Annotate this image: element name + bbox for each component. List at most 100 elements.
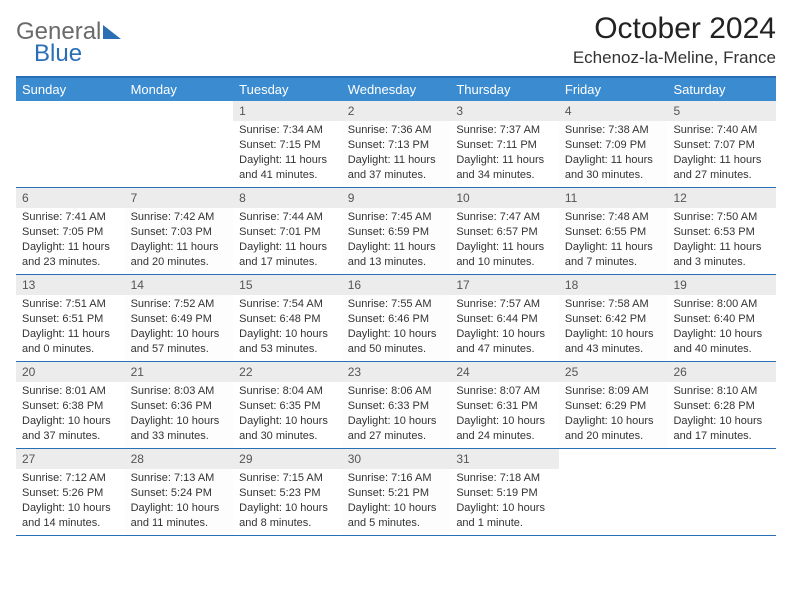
dl2-label: and 0 minutes. [22, 342, 119, 357]
sunrise-label: Sunrise: 7:40 AM [673, 123, 770, 138]
sunset-label: Sunset: 6:35 PM [239, 399, 336, 414]
day-cell: 16Sunrise: 7:55 AMSunset: 6:46 PMDayligh… [342, 275, 451, 361]
sunset-label: Sunset: 6:33 PM [348, 399, 445, 414]
day-body: Sunrise: 7:34 AMSunset: 7:15 PMDaylight:… [233, 121, 342, 182]
dl2-label: and 14 minutes. [22, 516, 119, 531]
sunset-label: Sunset: 6:28 PM [673, 399, 770, 414]
day-cell: 31Sunrise: 7:18 AMSunset: 5:19 PMDayligh… [450, 449, 559, 535]
dl1-label: Daylight: 10 hours [131, 501, 228, 516]
day-body: Sunrise: 8:03 AMSunset: 6:36 PMDaylight:… [125, 382, 234, 443]
dl2-label: and 13 minutes. [348, 255, 445, 270]
sunset-label: Sunset: 7:15 PM [239, 138, 336, 153]
day-cell: 22Sunrise: 8:04 AMSunset: 6:35 PMDayligh… [233, 362, 342, 448]
day-number: 11 [559, 188, 668, 208]
day-cell: 4Sunrise: 7:38 AMSunset: 7:09 PMDaylight… [559, 101, 668, 187]
day-body: Sunrise: 7:40 AMSunset: 7:07 PMDaylight:… [667, 121, 776, 182]
dl1-label: Daylight: 10 hours [565, 414, 662, 429]
dl2-label: and 30 minutes. [565, 168, 662, 183]
day-cell: 12Sunrise: 7:50 AMSunset: 6:53 PMDayligh… [667, 188, 776, 274]
dl1-label: Daylight: 10 hours [22, 414, 119, 429]
day-cell [125, 101, 234, 187]
day-cell [559, 449, 668, 535]
dl2-label: and 40 minutes. [673, 342, 770, 357]
week-row: 1Sunrise: 7:34 AMSunset: 7:15 PMDaylight… [16, 101, 776, 188]
sunset-label: Sunset: 6:55 PM [565, 225, 662, 240]
day-body: Sunrise: 8:04 AMSunset: 6:35 PMDaylight:… [233, 382, 342, 443]
day-number: 31 [450, 449, 559, 469]
day-cell: 5Sunrise: 7:40 AMSunset: 7:07 PMDaylight… [667, 101, 776, 187]
dl2-label: and 17 minutes. [239, 255, 336, 270]
brand-triangle-icon [103, 25, 121, 39]
sunrise-label: Sunrise: 7:41 AM [22, 210, 119, 225]
sunrise-label: Sunrise: 8:04 AM [239, 384, 336, 399]
dl1-label: Daylight: 11 hours [673, 240, 770, 255]
weeks-container: 1Sunrise: 7:34 AMSunset: 7:15 PMDaylight… [16, 101, 776, 536]
day-number: 21 [125, 362, 234, 382]
dl1-label: Daylight: 11 hours [131, 240, 228, 255]
day-cell: 17Sunrise: 7:57 AMSunset: 6:44 PMDayligh… [450, 275, 559, 361]
dl1-label: Daylight: 10 hours [565, 327, 662, 342]
day-body: Sunrise: 7:57 AMSunset: 6:44 PMDaylight:… [450, 295, 559, 356]
dl1-label: Daylight: 10 hours [348, 501, 445, 516]
dl2-label: and 17 minutes. [673, 429, 770, 444]
dl2-label: and 57 minutes. [131, 342, 228, 357]
day-number: 17 [450, 275, 559, 295]
day-body: Sunrise: 8:00 AMSunset: 6:40 PMDaylight:… [667, 295, 776, 356]
sunset-label: Sunset: 6:57 PM [456, 225, 553, 240]
day-body: Sunrise: 8:01 AMSunset: 6:38 PMDaylight:… [16, 382, 125, 443]
day-body: Sunrise: 7:54 AMSunset: 6:48 PMDaylight:… [233, 295, 342, 356]
week-row: 27Sunrise: 7:12 AMSunset: 5:26 PMDayligh… [16, 449, 776, 536]
dow-row: Sunday Monday Tuesday Wednesday Thursday… [16, 78, 776, 101]
sunrise-label: Sunrise: 7:51 AM [22, 297, 119, 312]
dl2-label: and 3 minutes. [673, 255, 770, 270]
day-body: Sunrise: 7:50 AMSunset: 6:53 PMDaylight:… [667, 208, 776, 269]
dl1-label: Daylight: 11 hours [22, 327, 119, 342]
sunrise-label: Sunrise: 7:13 AM [131, 471, 228, 486]
sunset-label: Sunset: 6:36 PM [131, 399, 228, 414]
dl2-label: and 5 minutes. [348, 516, 445, 531]
day-number: 30 [342, 449, 451, 469]
sunrise-label: Sunrise: 7:36 AM [348, 123, 445, 138]
day-cell: 6Sunrise: 7:41 AMSunset: 7:05 PMDaylight… [16, 188, 125, 274]
day-number: 3 [450, 101, 559, 121]
sunrise-label: Sunrise: 7:58 AM [565, 297, 662, 312]
day-number: 27 [16, 449, 125, 469]
dl2-label: and 34 minutes. [456, 168, 553, 183]
day-cell: 20Sunrise: 8:01 AMSunset: 6:38 PMDayligh… [16, 362, 125, 448]
calendar: Sunday Monday Tuesday Wednesday Thursday… [16, 76, 776, 536]
sunrise-label: Sunrise: 7:12 AM [22, 471, 119, 486]
day-body: Sunrise: 7:48 AMSunset: 6:55 PMDaylight:… [559, 208, 668, 269]
sunset-label: Sunset: 5:24 PM [131, 486, 228, 501]
dl2-label: and 50 minutes. [348, 342, 445, 357]
dl2-label: and 53 minutes. [239, 342, 336, 357]
dl1-label: Daylight: 11 hours [673, 153, 770, 168]
dl1-label: Daylight: 10 hours [348, 327, 445, 342]
dl1-label: Daylight: 10 hours [239, 414, 336, 429]
dl1-label: Daylight: 10 hours [239, 501, 336, 516]
sunset-label: Sunset: 6:44 PM [456, 312, 553, 327]
day-body: Sunrise: 7:44 AMSunset: 7:01 PMDaylight:… [233, 208, 342, 269]
day-number: 22 [233, 362, 342, 382]
sunrise-label: Sunrise: 7:57 AM [456, 297, 553, 312]
day-cell: 21Sunrise: 8:03 AMSunset: 6:36 PMDayligh… [125, 362, 234, 448]
day-cell: 11Sunrise: 7:48 AMSunset: 6:55 PMDayligh… [559, 188, 668, 274]
day-number: 18 [559, 275, 668, 295]
day-cell: 13Sunrise: 7:51 AMSunset: 6:51 PMDayligh… [16, 275, 125, 361]
day-cell: 23Sunrise: 8:06 AMSunset: 6:33 PMDayligh… [342, 362, 451, 448]
day-number: 19 [667, 275, 776, 295]
sunset-label: Sunset: 5:23 PM [239, 486, 336, 501]
dl1-label: Daylight: 11 hours [239, 153, 336, 168]
day-number: 23 [342, 362, 451, 382]
day-cell: 25Sunrise: 8:09 AMSunset: 6:29 PMDayligh… [559, 362, 668, 448]
day-cell: 26Sunrise: 8:10 AMSunset: 6:28 PMDayligh… [667, 362, 776, 448]
sunset-label: Sunset: 7:01 PM [239, 225, 336, 240]
sunrise-label: Sunrise: 7:55 AM [348, 297, 445, 312]
sunset-label: Sunset: 6:49 PM [131, 312, 228, 327]
sunrise-label: Sunrise: 8:07 AM [456, 384, 553, 399]
day-cell [667, 449, 776, 535]
dl2-label: and 20 minutes. [565, 429, 662, 444]
sunrise-label: Sunrise: 7:44 AM [239, 210, 336, 225]
dow-tuesday: Tuesday [233, 78, 342, 101]
week-row: 20Sunrise: 8:01 AMSunset: 6:38 PMDayligh… [16, 362, 776, 449]
day-body: Sunrise: 7:42 AMSunset: 7:03 PMDaylight:… [125, 208, 234, 269]
